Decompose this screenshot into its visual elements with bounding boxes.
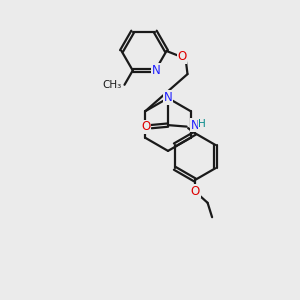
Text: CH₃: CH₃ <box>102 80 122 90</box>
Text: O: O <box>178 50 187 64</box>
Text: H: H <box>198 119 206 129</box>
Text: O: O <box>142 120 151 133</box>
Text: N: N <box>164 91 172 104</box>
Text: N: N <box>152 64 160 77</box>
Text: N: N <box>190 118 200 132</box>
Text: O: O <box>191 185 200 198</box>
